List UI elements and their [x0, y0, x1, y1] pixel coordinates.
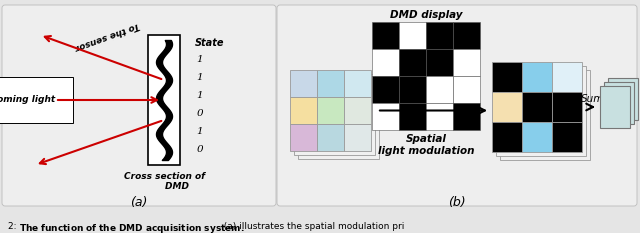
Bar — [317, 97, 344, 124]
Bar — [344, 70, 371, 97]
Text: Sum: Sum — [581, 94, 605, 104]
Bar — [344, 97, 371, 124]
Bar — [604, 82, 634, 124]
Bar — [372, 49, 399, 76]
Text: 0: 0 — [196, 109, 204, 118]
Bar — [608, 78, 638, 120]
Bar — [492, 92, 522, 122]
Bar — [492, 62, 522, 92]
Text: 1: 1 — [196, 55, 204, 64]
Bar — [552, 122, 582, 152]
Text: Cross section of
        DMD: Cross section of DMD — [124, 172, 205, 191]
FancyBboxPatch shape — [277, 5, 637, 206]
Bar — [317, 70, 344, 97]
Bar — [552, 62, 582, 92]
Bar — [453, 22, 480, 49]
Bar — [500, 70, 590, 160]
Bar — [426, 22, 453, 49]
Bar — [522, 62, 552, 92]
Bar — [344, 124, 371, 151]
Text: State: State — [195, 38, 225, 48]
Text: 2:: 2: — [8, 222, 19, 231]
Text: (a): (a) — [131, 196, 148, 209]
Bar — [317, 124, 344, 151]
Bar — [298, 78, 379, 159]
Bar — [600, 86, 630, 128]
Bar — [290, 97, 317, 124]
Text: Incoming light: Incoming light — [0, 96, 55, 104]
Text: (a) illustrates the spatial modulation pri: (a) illustrates the spatial modulation p… — [218, 222, 404, 231]
Bar — [372, 76, 399, 103]
Bar — [399, 22, 426, 49]
Bar — [522, 122, 552, 152]
Bar — [399, 103, 426, 130]
Text: 1: 1 — [196, 91, 204, 100]
Text: $\mathbf{The\ function\ of\ the\ DMD\ acquisition\ system.}$: $\mathbf{The\ function\ of\ the\ DMD\ ac… — [19, 222, 244, 233]
Text: 1: 1 — [196, 127, 204, 136]
FancyBboxPatch shape — [2, 5, 276, 206]
Bar — [290, 70, 317, 97]
Bar — [399, 76, 426, 103]
Bar — [426, 103, 453, 130]
Bar — [453, 103, 480, 130]
Bar — [372, 22, 399, 49]
Bar — [294, 74, 375, 155]
Bar — [290, 124, 317, 151]
Text: 0: 0 — [196, 145, 204, 154]
Text: Spatial
light modulation: Spatial light modulation — [378, 134, 474, 156]
Bar — [372, 103, 399, 130]
Text: (b): (b) — [448, 196, 466, 209]
Bar — [426, 49, 453, 76]
Bar — [492, 122, 522, 152]
Text: To the sensor: To the sensor — [74, 20, 141, 51]
Bar — [496, 66, 586, 156]
Text: 1: 1 — [196, 73, 204, 82]
Bar — [552, 92, 582, 122]
Bar — [453, 76, 480, 103]
Bar — [453, 49, 480, 76]
Text: DMD display: DMD display — [390, 10, 462, 20]
Bar — [522, 92, 552, 122]
Bar — [426, 76, 453, 103]
Bar — [148, 35, 180, 165]
Bar — [399, 49, 426, 76]
